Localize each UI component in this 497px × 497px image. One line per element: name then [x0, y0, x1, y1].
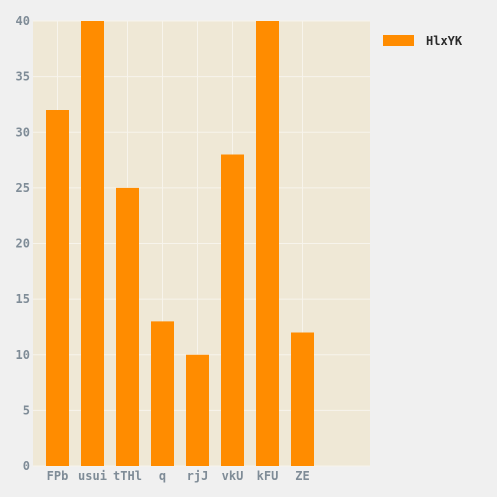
x-tick-label: rjJ	[187, 469, 209, 483]
y-tick-label: 20	[16, 237, 30, 251]
y-axis: 0 5 10 15 20 25 30 35 40	[16, 14, 30, 473]
bar-ze	[291, 332, 314, 466]
y-tick-label: 30	[16, 125, 30, 139]
x-tick-label: FPb	[47, 469, 69, 483]
x-axis: FPb usui tTHl q rjJ vkU kFU ZE	[47, 469, 310, 483]
legend-swatch	[383, 35, 414, 46]
bar-vku	[221, 154, 244, 466]
legend-label-hlxyk: HlxYK	[426, 34, 463, 48]
y-tick-label: 10	[16, 348, 30, 362]
x-tick-label: usui	[78, 469, 107, 483]
y-tick-label: 0	[23, 459, 30, 473]
x-tick-label: q	[159, 469, 166, 483]
bar-fpb	[46, 110, 69, 466]
y-tick-label: 25	[16, 181, 30, 195]
legend: HlxYK	[383, 34, 463, 48]
y-tick-label: 35	[16, 70, 30, 84]
bars	[46, 21, 314, 466]
y-tick-label: 5	[23, 403, 30, 417]
x-tick-label: tTHl	[113, 469, 142, 483]
y-tick-label: 15	[16, 292, 30, 306]
bar-tthl	[116, 187, 139, 466]
bar-rjj	[186, 354, 209, 466]
y-tick-label: 40	[16, 14, 30, 28]
x-tick-label: vkU	[222, 469, 244, 483]
x-tick-label: ZE	[295, 469, 309, 483]
bar-usui	[81, 21, 104, 466]
bar-kfu	[256, 21, 279, 466]
bar-q	[151, 321, 174, 466]
x-tick-label: kFU	[257, 469, 279, 483]
